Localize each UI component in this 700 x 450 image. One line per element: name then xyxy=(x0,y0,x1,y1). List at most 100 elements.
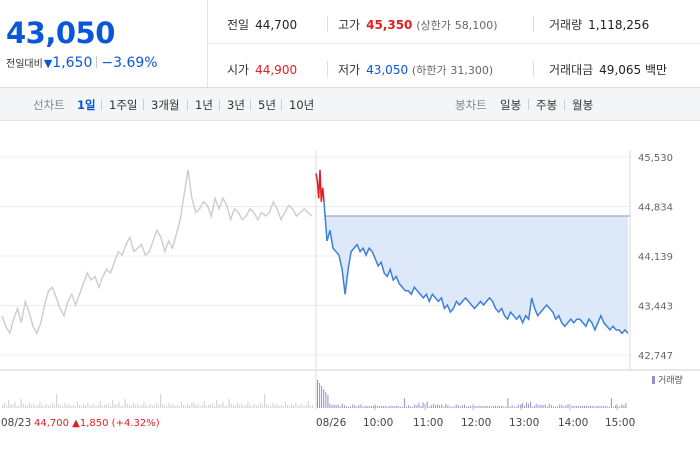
volume-value: 1,118,256 xyxy=(588,18,650,32)
volume-bar xyxy=(99,401,101,408)
volume-bar xyxy=(608,406,610,408)
divider xyxy=(564,99,565,110)
open-value: 44,900 xyxy=(255,63,298,77)
volume-bar xyxy=(220,405,222,408)
volume-bar xyxy=(311,405,313,408)
volume-bar xyxy=(278,406,280,408)
volume-bar xyxy=(408,405,410,408)
volume-bar xyxy=(126,404,128,408)
volume-bar xyxy=(51,403,53,408)
change-label: 전일대비 xyxy=(6,59,43,70)
volume-bar xyxy=(251,406,253,408)
line-chart-label: 선차트 xyxy=(33,98,65,112)
volume-bar xyxy=(350,406,352,408)
volume-bar xyxy=(482,405,484,408)
volume-bar xyxy=(590,405,592,408)
volume-bar xyxy=(166,406,168,408)
volume-bar xyxy=(410,406,412,408)
volume-bar xyxy=(143,402,145,408)
volume-bar xyxy=(299,405,301,408)
volume-bar xyxy=(352,404,354,408)
volume-bar xyxy=(323,389,325,408)
volume-bar xyxy=(214,406,216,408)
volume-bar xyxy=(370,405,372,408)
divider xyxy=(281,99,282,110)
volume-bar xyxy=(343,405,345,408)
volume-bar xyxy=(237,403,238,408)
volume-bar xyxy=(85,405,87,408)
volume-bar xyxy=(249,405,251,408)
volume-bar xyxy=(287,405,288,408)
prev-close: 전일 44,700 xyxy=(227,16,297,33)
low-label: 저가 xyxy=(338,63,361,77)
volume-bar xyxy=(387,406,389,408)
low-value: 43,050 xyxy=(366,63,409,77)
volume-bar xyxy=(588,405,590,408)
baseline-fill-layer xyxy=(324,201,630,334)
volume-bar xyxy=(120,406,122,408)
volume-bar xyxy=(331,405,333,408)
candle-tab-monthly[interactable]: 월봉 xyxy=(572,98,594,112)
volume-bar xyxy=(577,405,579,408)
volume-bar xyxy=(464,404,465,408)
lower-limit-value: 31,300) xyxy=(450,64,494,77)
volume-bar xyxy=(550,405,552,408)
volume-bar xyxy=(83,404,85,408)
volume-bar xyxy=(559,404,561,408)
volume-bar xyxy=(501,405,503,408)
volume-bar xyxy=(540,404,542,408)
divider xyxy=(528,99,529,110)
volume-bar xyxy=(18,405,20,408)
volume-bar xyxy=(466,406,467,408)
period-tab-3y[interactable]: 3년 xyxy=(227,98,245,112)
current-price: 43,050 xyxy=(6,16,115,50)
volume-bar xyxy=(321,386,323,408)
volume-bar xyxy=(305,405,307,408)
volume-bar xyxy=(420,405,422,408)
volume-bar xyxy=(230,404,232,408)
volume-bar xyxy=(162,404,164,408)
candle-tab-daily[interactable]: 일봉 xyxy=(500,98,522,112)
volume-bar xyxy=(12,405,14,408)
period-tab-1y[interactable]: 1년 xyxy=(195,98,213,112)
period-tab-10y[interactable]: 10년 xyxy=(289,98,315,112)
period-tab-5y[interactable]: 5년 xyxy=(258,98,276,112)
row-divider xyxy=(208,43,700,44)
volume-bar xyxy=(337,404,339,408)
volume-bar xyxy=(526,402,528,408)
volume-bar xyxy=(168,403,170,408)
divider xyxy=(187,99,188,110)
volume-bar xyxy=(195,405,197,408)
candle-tab-weekly[interactable]: 주봉 xyxy=(536,98,558,112)
volume-bar xyxy=(81,406,82,408)
volume-bar xyxy=(164,405,166,408)
change-row: 전일대비▼1,650 −3.69% xyxy=(6,55,158,71)
volume-bar xyxy=(241,404,243,408)
volume-bar xyxy=(509,406,511,408)
volume-bar xyxy=(228,399,230,408)
volume-bar xyxy=(37,405,39,408)
period-tab-3m[interactable]: 3개월 xyxy=(151,98,180,112)
volume-bar xyxy=(178,406,180,408)
volume-bar xyxy=(565,405,567,408)
volume-bar xyxy=(451,406,453,408)
volume-bar xyxy=(33,404,35,408)
volume-bar xyxy=(170,405,172,408)
volume-bar xyxy=(62,406,64,408)
volume-bar xyxy=(592,405,594,408)
period-tab-1d[interactable]: 1일 xyxy=(77,98,96,112)
volume-bar xyxy=(289,406,290,408)
period-tab-1w[interactable]: 1주일 xyxy=(109,98,138,112)
volume-bar xyxy=(594,406,596,408)
volume-bar xyxy=(218,404,220,408)
volume-bar xyxy=(268,405,270,408)
volume-bar xyxy=(87,403,89,408)
volume-bar xyxy=(613,406,614,408)
volume-bar xyxy=(484,405,486,408)
volume-bar xyxy=(443,406,445,408)
volume-bar xyxy=(135,405,137,408)
upper-limit-value: 58,100) xyxy=(454,19,498,32)
volume-bar xyxy=(563,406,565,408)
volume-bar xyxy=(199,406,201,408)
price-summary: 43,050 전일대비▼1,650 −3.69% 전일 44,700 고가 45,35… xyxy=(0,0,700,88)
